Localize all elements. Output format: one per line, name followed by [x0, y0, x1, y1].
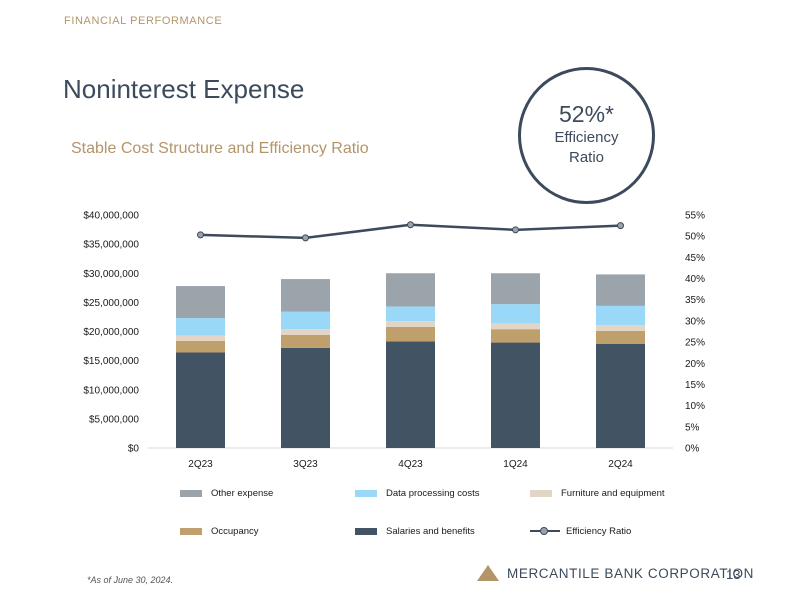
y-left-tick-label: $15,000,000: [83, 356, 139, 367]
y-right-tick-label: 30%: [685, 316, 705, 327]
legend-swatch-data-processing: [355, 489, 377, 497]
bar-salaries-1q24: [491, 342, 540, 448]
bar-other-3q23: [281, 279, 330, 312]
efficiency-ratio-point-2q24: [617, 222, 624, 230]
bar-data_processing-3q23: [281, 311, 330, 330]
legend-label: Salaries and benefits: [386, 525, 475, 537]
x-tick-label: 2Q24: [608, 459, 633, 470]
y-right-tick-label: 45%: [685, 253, 705, 264]
legend-item-furniture: Furniture and equipment: [530, 487, 665, 499]
noninterest-expense-chart: $0 $5,000,000 $10,000,000 $15,000,000 $20,00…: [83, 211, 705, 471]
y-right-tick-label: 55%: [685, 211, 705, 222]
y-right-tick-label: 35%: [685, 295, 705, 306]
bar-occupancy-3q23: [281, 334, 330, 348]
bar-other-2q24: [596, 274, 645, 306]
bar-salaries-4q23: [386, 341, 435, 448]
x-tick-label: 1Q24: [503, 459, 528, 470]
legend-item-salaries: Salaries and benefits: [355, 525, 475, 537]
footnote: *As of June 30, 2024.: [87, 575, 174, 585]
bar-other-1q24: [491, 273, 540, 305]
y-left-tick-label: $40,000,000: [83, 211, 139, 222]
bar-salaries-3q23: [281, 347, 330, 448]
bar-occupancy-4q23: [386, 326, 435, 342]
legend-swatch-salaries: [355, 527, 377, 535]
x-tick-label: 3Q23: [293, 459, 318, 470]
bar-furniture-2q24: [596, 325, 645, 331]
legend-line-marker: [530, 526, 560, 536]
efficiency-ratio-point-1q24: [512, 226, 519, 234]
callout-value: 52%*: [559, 101, 614, 127]
legend-label: Other expense: [211, 487, 274, 499]
bar-furniture-1q24: [491, 323, 540, 330]
legend-label: Data processing costs: [386, 487, 480, 499]
x-axis-labels: 2Q23 3Q23 4Q23 1Q24 2Q24: [188, 459, 633, 470]
bar-furniture-3q23: [281, 329, 330, 335]
legend-item-data-processing: Data processing costs: [355, 487, 479, 499]
y-right-tick-label: 15%: [685, 380, 705, 391]
bar-data_processing-2q24: [596, 305, 645, 326]
y-right-tick-label: 40%: [685, 274, 705, 285]
bar-salaries-2q23: [176, 352, 225, 448]
y-right-tick-label: 50%: [685, 232, 705, 243]
y-left-tick-label: $20,000,000: [83, 327, 139, 338]
bar-salaries-2q24: [596, 343, 645, 448]
bar-data_processing-2q23: [176, 318, 225, 336]
y-left-tick-label: $10,000,000: [83, 385, 139, 396]
page-title: Noninterest Expense: [63, 74, 305, 104]
bar-occupancy-2q23: [176, 340, 225, 353]
bar-series: [176, 273, 645, 448]
x-tick-label: 4Q23: [398, 459, 423, 470]
y-left-tick-label: $0: [128, 444, 140, 455]
legend-item-other-expense: Other expense: [180, 487, 273, 499]
efficiency-ratio-line: [197, 221, 624, 242]
company-brand: MERCANTILE BANK CORPORATION: [477, 565, 754, 581]
bar-data_processing-4q23: [386, 306, 435, 322]
legend-label: Efficiency Ratio: [566, 525, 632, 537]
y-right-tick-label: 10%: [685, 401, 705, 412]
company-name: MERCANTILE BANK CORPORATION: [507, 565, 754, 581]
y-right-tick-label: 0%: [685, 444, 700, 455]
triangle-logo-icon: [477, 565, 499, 581]
y-left-tick-label: $5,000,000: [89, 414, 139, 425]
efficiency-ratio-point-3q23: [302, 234, 309, 242]
y-right-tick-label: 25%: [685, 338, 705, 349]
bar-occupancy-2q24: [596, 330, 645, 344]
bar-data_processing-1q24: [491, 304, 540, 324]
legend-swatch-occupancy: [180, 527, 202, 535]
chart-subtitle: Stable Cost Structure and Efficiency Rat…: [71, 140, 369, 157]
legend-item-efficiency-ratio: Efficiency Ratio: [530, 525, 631, 537]
y-left-tick-label: $35,000,000: [83, 240, 139, 251]
x-tick-label: 2Q23: [188, 459, 213, 470]
left-axis: $0 $5,000,000 $10,000,000 $15,000,000 $20,00…: [83, 211, 673, 455]
efficiency-ratio-callout: 52%* Efficiency Ratio: [518, 67, 655, 204]
bar-other-2q23: [176, 286, 225, 319]
bar-occupancy-1q24: [491, 329, 540, 343]
legend-swatch-furniture: [530, 489, 552, 497]
bar-furniture-4q23: [386, 321, 435, 327]
efficiency-ratio-point-4q23: [407, 221, 414, 229]
efficiency-ratio-point-2q23: [197, 231, 204, 239]
y-right-tick-label: 20%: [685, 359, 705, 370]
callout-label: Efficiency Ratio: [554, 129, 619, 166]
legend-swatch-other-expense: [180, 489, 202, 497]
bar-other-4q23: [386, 273, 435, 307]
y-left-tick-label: $30,000,000: [83, 269, 139, 280]
bar-furniture-2q23: [176, 335, 225, 341]
y-left-tick-label: $25,000,000: [83, 298, 139, 309]
section-label: FINANCIAL PERFORMANCE: [64, 15, 223, 27]
y-right-tick-label: 5%: [685, 422, 700, 433]
right-axis: 0% 5% 10% 15% 20% 25% 30% 35% 40% 45% 50% 55%: [685, 211, 705, 455]
legend-label: Furniture and equipment: [561, 487, 665, 499]
legend-item-occupancy: Occupancy: [180, 525, 259, 537]
legend-label: Occupancy: [211, 525, 259, 537]
page-number: 13: [726, 567, 741, 582]
